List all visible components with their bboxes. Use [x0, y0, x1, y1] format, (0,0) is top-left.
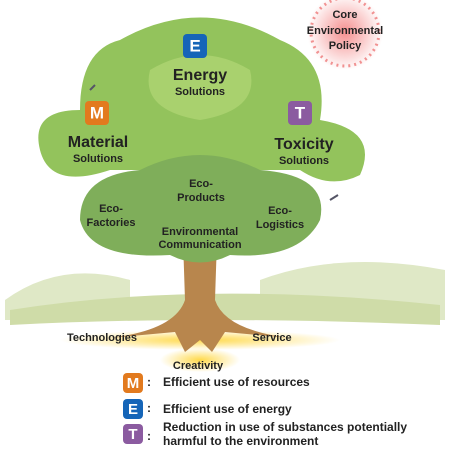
title: Material [68, 134, 128, 151]
subtitle: Solutions [73, 153, 123, 165]
illustration [5, 0, 445, 372]
title: Energy [173, 67, 227, 84]
badge-letter: T [295, 103, 306, 122]
separator: : [147, 375, 151, 389]
sun-label: Core Environmental Policy [307, 9, 383, 52]
separator: : [147, 401, 151, 415]
badge [288, 101, 312, 125]
badge-letter: M [90, 103, 104, 122]
material: M Material Solutions [68, 101, 128, 165]
subtitle: Solutions [279, 155, 329, 167]
badge [85, 101, 109, 125]
root-label: Creativity [173, 360, 224, 372]
badge-letter: T [128, 426, 137, 443]
title: Toxicity [274, 136, 333, 153]
branch-line: Factories [87, 217, 136, 229]
branches: Eco- Products Eco- Factories Eco- Logist… [87, 178, 305, 251]
sun-line: Policy [329, 40, 362, 52]
branch-line: Eco- [189, 178, 213, 190]
badge [123, 424, 143, 444]
branch-line: Eco- [268, 205, 292, 217]
legend-text: Efficient use of resources [163, 375, 310, 389]
separator: : [147, 429, 151, 443]
energy: E Energy Solutions [173, 34, 227, 98]
branch-line: Eco- [99, 203, 123, 215]
badge-letter: E [128, 401, 138, 418]
subtitle: Solutions [175, 86, 225, 98]
badge [123, 373, 143, 393]
badge-letter: M [127, 375, 140, 392]
legend-text: harmful to the environment [163, 434, 318, 448]
roots: Technologies Service Creativity [67, 332, 292, 372]
badge [183, 34, 207, 58]
root-label: Technologies [67, 332, 137, 344]
branch-line: Communication [158, 239, 241, 251]
branch-line: Environmental [162, 226, 238, 238]
sun-line: Core [332, 9, 357, 21]
branch-line: Products [177, 192, 225, 204]
legend-text: Efficient use of energy [163, 402, 292, 416]
branch-line: Logistics [256, 219, 304, 231]
legend-text: Reduction in use of substances potential… [163, 420, 407, 434]
legend: M : Efficient use of resources E : Effic… [123, 373, 407, 448]
sun-line: Environmental [307, 25, 383, 37]
badge [123, 399, 143, 419]
toxicity: T Toxicity Solutions [274, 101, 334, 167]
root-label: Service [252, 332, 291, 344]
badge-letter: E [189, 36, 200, 55]
